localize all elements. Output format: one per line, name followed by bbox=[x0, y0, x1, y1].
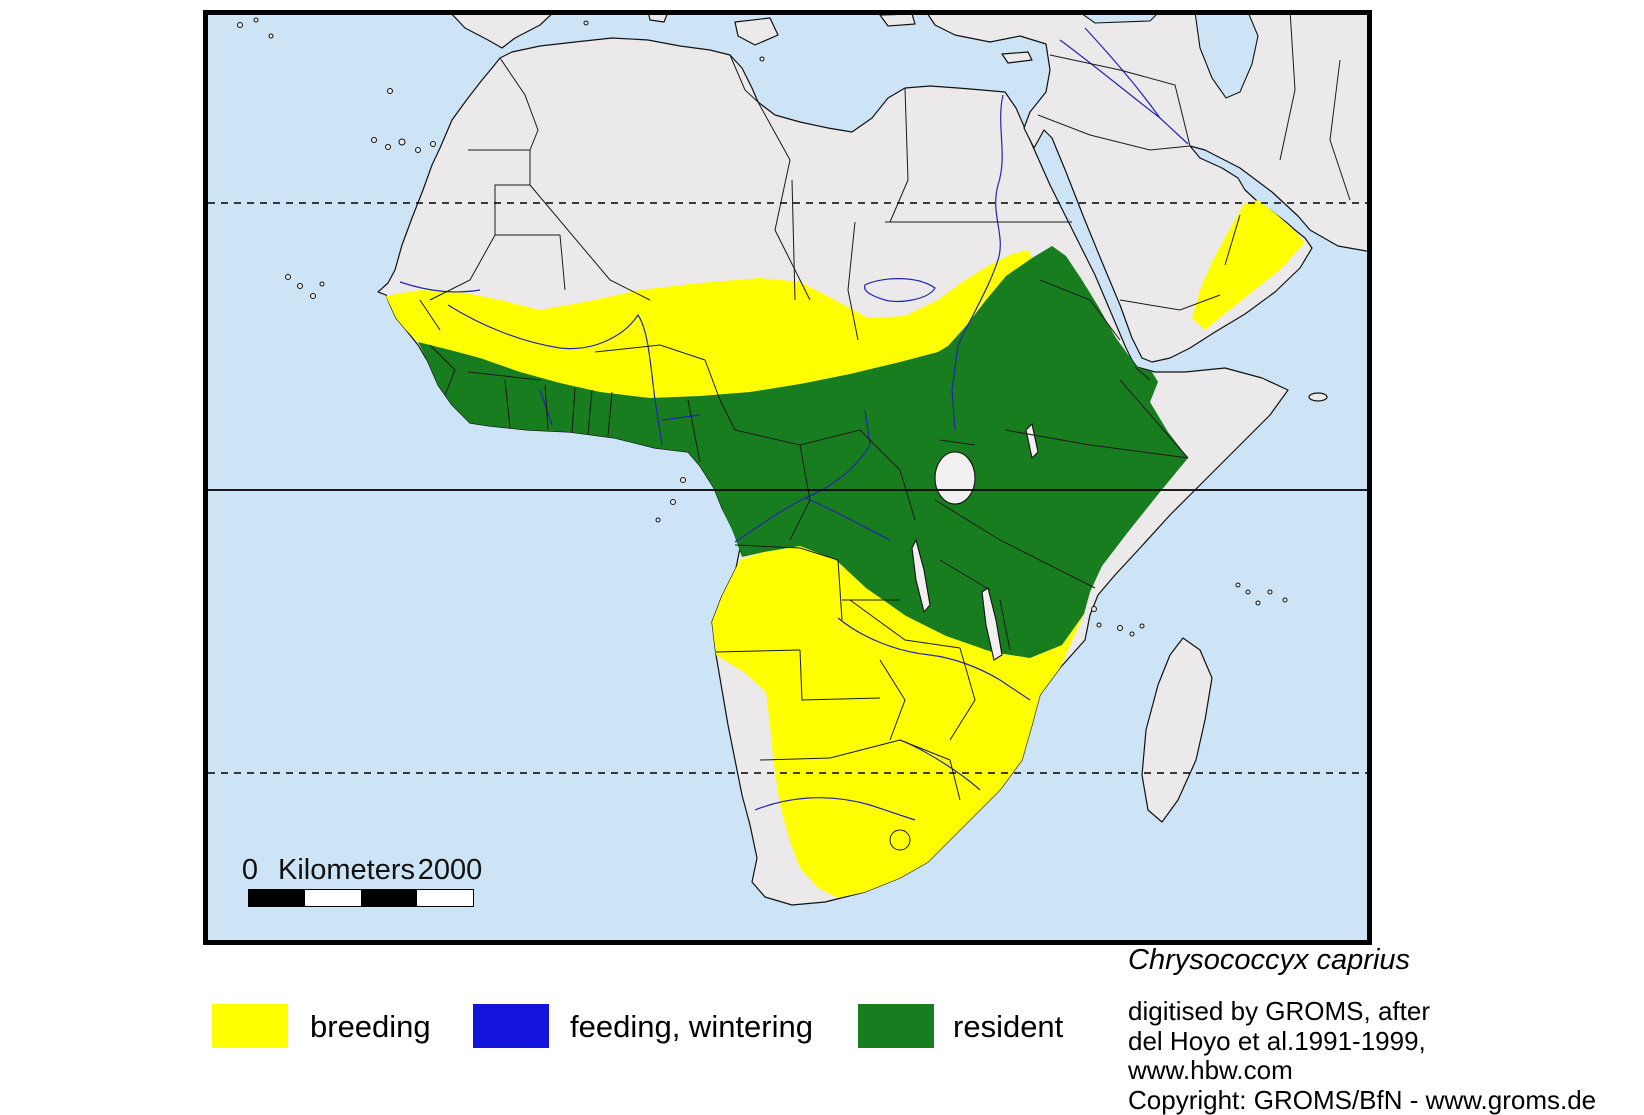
scale-bar-segment bbox=[305, 890, 361, 906]
distribution-map bbox=[208, 15, 1367, 940]
lake-victoria bbox=[935, 452, 975, 504]
credit-line: digitised by GROMS, after bbox=[1128, 997, 1596, 1027]
legend-label-resident: resident bbox=[953, 1008, 1063, 1046]
credit-line: del Hoyo et al.1991-1999, bbox=[1128, 1027, 1596, 1057]
map-frame bbox=[203, 10, 1372, 945]
credits-block: digitised by GROMS, after del Hoyo et al… bbox=[1128, 997, 1596, 1115]
legend-label-feeding-wintering: feeding, wintering bbox=[570, 1008, 813, 1046]
scalebar-max-label: 2000 bbox=[413, 854, 487, 887]
legend-swatch-resident bbox=[858, 1004, 934, 1048]
scale-bar bbox=[248, 889, 474, 907]
species-title: Chrysococcyx caprius bbox=[1128, 944, 1410, 977]
credit-line: www.hbw.com bbox=[1128, 1056, 1596, 1086]
legend-label-breeding: breeding bbox=[310, 1008, 431, 1046]
socotra-island bbox=[1309, 393, 1327, 401]
scalebar-unit-label: Kilometers bbox=[278, 854, 412, 887]
legend-swatch-feeding-wintering bbox=[473, 1004, 549, 1048]
legend-swatch-breeding bbox=[212, 1004, 288, 1048]
scale-bar-segment bbox=[361, 890, 417, 906]
scalebar-zero-label: 0 bbox=[235, 854, 265, 887]
scale-bar-segment bbox=[249, 890, 305, 906]
credit-line: Copyright: GROMS/BfN - www.groms.de bbox=[1128, 1086, 1596, 1115]
scale-bar-segment bbox=[417, 890, 473, 906]
